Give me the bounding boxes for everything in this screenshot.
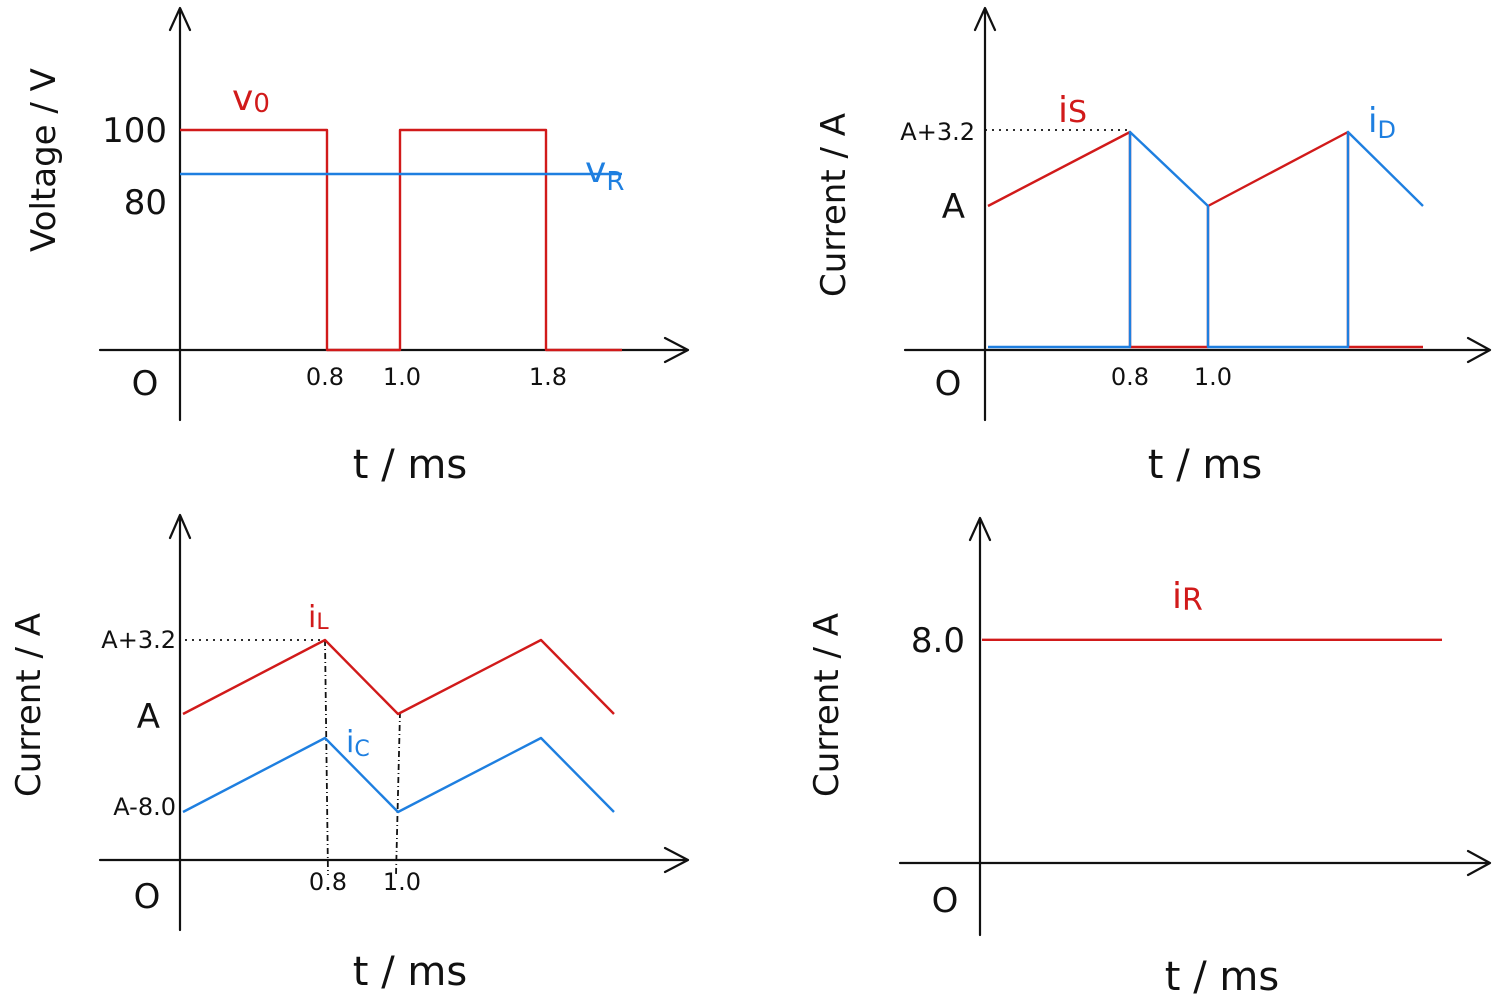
series-line-iS (987, 130, 1423, 349)
y-tick-label: A (942, 187, 965, 227)
x-axis (898, 849, 1492, 877)
x-axis-label: t / ms (353, 949, 467, 995)
y-axis (973, 6, 997, 422)
guide-dashdot (324, 639, 329, 876)
series-line-v0 (180, 128, 622, 352)
x-tick-label: 1.8 (529, 363, 567, 391)
x-tick-label: 0.8 (309, 868, 347, 896)
series-label-vR: vR (585, 150, 624, 197)
series-label-v0: v0 (232, 78, 270, 119)
series-label-iD: iD (1368, 101, 1396, 144)
y-axis (968, 516, 992, 937)
panel-resistor-current: Current / A t / ms O 8.0 iR (807, 516, 1492, 1000)
panel-inductor-capacitor-current: Current / A t / ms O A+3.2 A A-8.0 0.8 1… (9, 513, 690, 995)
y-axis (168, 6, 192, 422)
y-axis-label: Current / A (807, 613, 847, 797)
y-axis-label: Voltage / V (24, 68, 64, 252)
series-label-iR: iR (1172, 576, 1203, 618)
y-tick-label: 80 (124, 183, 167, 223)
panel-source-diode-current: Current / A t / ms O A+3.2 A 0.8 1.0 iS … (814, 6, 1492, 488)
y-tick-label: 8.0 (911, 621, 965, 661)
x-axis-label: t / ms (1165, 954, 1279, 1000)
x-tick-label: 1.0 (383, 363, 421, 391)
y-tick-label: A (137, 697, 160, 737)
panel-voltage: Voltage / V t / ms O 100 80 0.8 1.0 1.8 … (24, 6, 690, 488)
x-tick-label: 0.8 (1111, 363, 1149, 391)
y-tick-label: A-8.0 (113, 793, 176, 821)
y-tick-label: A+3.2 (900, 118, 975, 146)
series-line-iC (182, 736, 615, 814)
series-label-iS: iS (1058, 90, 1087, 131)
guide-dashdot (395, 711, 401, 876)
x-axis-label: t / ms (1148, 442, 1262, 488)
x-tick-label: 1.0 (383, 868, 421, 896)
origin-label: O (932, 881, 959, 921)
series-label-iL: iL (308, 600, 329, 635)
x-tick-label: 1.0 (1194, 363, 1232, 391)
x-axis (903, 336, 1492, 364)
series-label-iC: iC (346, 725, 370, 762)
origin-label: O (134, 877, 161, 917)
origin-label: O (935, 364, 962, 404)
series-line-iD (988, 130, 1424, 349)
y-tick-label: 100 (102, 111, 167, 151)
y-tick-label: A+3.2 (101, 626, 176, 654)
x-axis (98, 846, 690, 874)
origin-label: O (132, 364, 159, 404)
y-axis-label: Current / A (9, 613, 49, 797)
x-axis-label: t / ms (353, 442, 467, 488)
y-axis-label: Current / A (814, 113, 854, 297)
x-tick-label: 0.8 (306, 363, 344, 391)
series-line-iL (182, 638, 615, 716)
y-axis (168, 513, 192, 932)
